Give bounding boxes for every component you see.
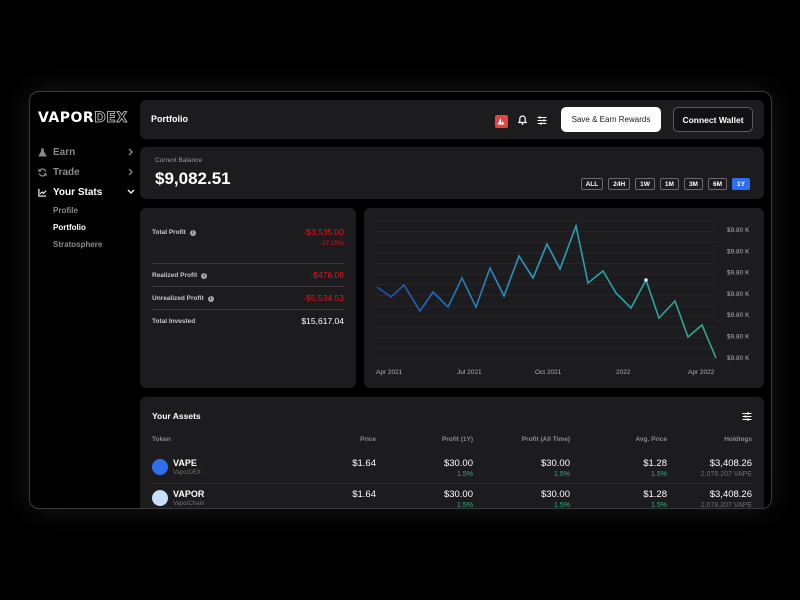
sidebar-item-earn[interactable]: Earn (36, 142, 136, 162)
svg-text:$9.80 K: $9.80 K (727, 334, 750, 341)
avalanche-network-icon[interactable] (495, 114, 508, 128)
balance-card: Current Balance $9,082.51 ALL 24H 1W 1M … (140, 147, 764, 199)
vapordex-logo[interactable]: VAPORDEX (38, 110, 128, 127)
asset-row-vape[interactable]: VAPE VaporDEX $1.64 $30.00 1.5% $30.00 1… (152, 453, 752, 484)
svg-text:2022: 2022 (616, 369, 631, 376)
unrealized-profit-value: -$5,534.53 (303, 293, 344, 303)
unrealized-profit-label: Unrealized Profit (152, 295, 204, 302)
sidebar-item-trade[interactable]: Trade (36, 162, 136, 182)
sidebar-subitem-stratosphere[interactable]: Stratosphere (53, 240, 103, 249)
chevron-right-icon (126, 148, 136, 156)
time-range-selector: ALL 24H 1W 1M 3M 6M 1Y (580, 178, 750, 190)
vape-token-icon (152, 459, 168, 475)
flask-icon (36, 147, 48, 157)
top-header: Portfolio Save & Earn Rewards Connect Wa… (140, 100, 764, 139)
info-icon[interactable]: i (201, 272, 208, 279)
total-profit-percent: -17.15% (319, 240, 344, 247)
filter-sliders-icon[interactable] (742, 408, 752, 426)
chart-gridlines (376, 220, 716, 360)
svg-text:$9.80 K: $9.80 K (727, 248, 750, 255)
sidebar-subitem-profile[interactable]: Profile (53, 206, 78, 215)
sidebar-nav: Earn Trade Your Stats Profile P (36, 142, 136, 253)
unrealized-profit-row: Unrealized Profit i -$5,534.53 (152, 287, 344, 310)
svg-text:$9.80 K: $9.80 K (727, 270, 750, 277)
column-profit-all-time[interactable]: Profit (All Time) (521, 436, 570, 443)
sidebar-item-your-stats[interactable]: Your Stats (36, 182, 136, 202)
range-1m-button[interactable]: 1M (659, 178, 679, 190)
svg-text:Apr 2022: Apr 2022 (688, 369, 715, 376)
total-profit-row: Total Profit i -$3,535.00 -17.15% (152, 226, 344, 264)
svg-text:$9.80 K: $9.80 K (727, 227, 750, 234)
svg-text:Jul 2021: Jul 2021 (457, 369, 482, 376)
range-1y-button[interactable]: 1Y (732, 178, 750, 190)
column-holdings[interactable]: Holdings (724, 436, 752, 443)
asset-row-vapor[interactable]: VAPOR VaporChain $1.64 $30.00 1.5% $30.0… (152, 484, 752, 508)
chart-x-axis-labels: Apr 2021 Jul 2021 Oct 2021 2022 Apr 2022 (376, 369, 715, 376)
current-balance-value: $9,082.51 (155, 169, 231, 188)
total-invested-label: Total Invested (152, 318, 196, 325)
current-balance-label: Current Balance (155, 157, 202, 164)
info-icon[interactable]: i (189, 229, 196, 236)
total-invested-value: $15,617.04 (301, 316, 344, 326)
your-stats-submenu: Profile Portfolio Stratosphere (36, 202, 136, 253)
bell-icon[interactable] (517, 112, 528, 130)
column-token[interactable]: Token (152, 436, 171, 443)
range-6m-button[interactable]: 6M (707, 178, 727, 190)
sidebar-subitem-portfolio[interactable]: Portfolio (53, 223, 86, 232)
range-3m-button[interactable]: 3M (683, 178, 703, 190)
portfolio-chart-card: $9.80 K $9.80 K $9.80 K $9.80 K $9.80 K $9.80… (364, 208, 764, 388)
chart-icon (36, 188, 48, 197)
connect-wallet-button[interactable]: Connect Wallet (673, 107, 753, 132)
range-24h-button[interactable]: 24H (608, 178, 631, 190)
chart-highlight-point[interactable] (644, 278, 648, 282)
svg-text:Apr 2021: Apr 2021 (376, 369, 403, 376)
svg-text:$9.80 K: $9.80 K (727, 291, 750, 298)
column-price[interactable]: Price (360, 436, 376, 443)
vapor-token-icon (152, 490, 168, 506)
header-icons (495, 112, 547, 130)
range-all-button[interactable]: ALL (580, 178, 604, 190)
your-assets-card: Your Assets Token Price Profit (1Y) Prof… (140, 397, 764, 508)
assets-title: Your Assets (152, 411, 201, 421)
total-profit-label: Total Profit (152, 229, 186, 236)
chart-y-axis-labels: $9.80 K $9.80 K $9.80 K $9.80 K $9.80 K $9.80… (727, 227, 750, 362)
svg-text:Oct 2021: Oct 2021 (535, 369, 562, 376)
app-window: VAPORDEX Earn Trade Your Stats (29, 91, 772, 509)
page-title: Portfolio (151, 114, 188, 124)
refresh-icon (36, 167, 48, 177)
chevron-down-icon (126, 189, 136, 195)
settings-sliders-icon[interactable] (537, 112, 547, 130)
realized-profit-label: Realized Profit (152, 272, 198, 279)
info-icon[interactable]: i (207, 295, 214, 302)
save-earn-rewards-button[interactable]: Save & Earn Rewards (561, 107, 661, 132)
total-profit-value: -$3,535.00 (303, 227, 344, 237)
total-invested-row: Total Invested $15,617.04 (152, 310, 344, 333)
column-avg-price[interactable]: Avg. Price (635, 436, 667, 443)
chevron-right-icon (126, 168, 136, 176)
portfolio-line-chart[interactable]: $9.80 K $9.80 K $9.80 K $9.80 K $9.80 K $9.80… (364, 208, 764, 388)
realized-profit-value: -$476.08 (310, 270, 344, 280)
svg-text:$9.80 K: $9.80 K (727, 312, 750, 319)
range-1w-button[interactable]: 1W (635, 178, 655, 190)
svg-text:$9.80 K: $9.80 K (727, 355, 750, 362)
profit-stats-card: Total Profit i -$3,535.00 -17.15% Realiz… (140, 208, 356, 388)
realized-profit-row: Realized Profit i -$476.08 (152, 264, 344, 287)
chart-line (376, 223, 717, 359)
column-profit-1y[interactable]: Profit (1Y) (441, 436, 473, 443)
